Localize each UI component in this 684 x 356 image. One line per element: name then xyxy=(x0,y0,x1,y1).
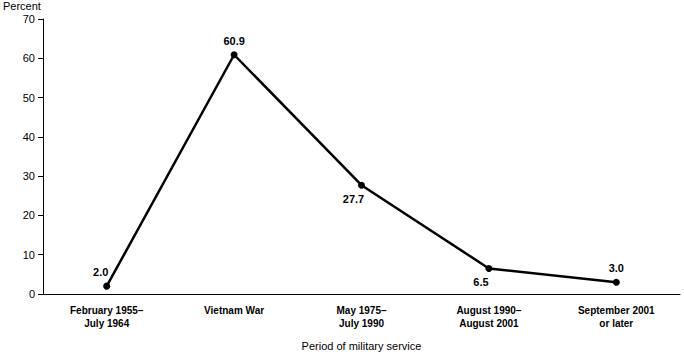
svg-text:September 2001: September 2001 xyxy=(578,305,655,316)
svg-text:February 1955–: February 1955– xyxy=(70,305,144,316)
svg-text:2.0: 2.0 xyxy=(93,266,108,278)
svg-text:20: 20 xyxy=(23,209,35,221)
svg-text:July 1990: July 1990 xyxy=(339,318,384,329)
svg-text:May 1975–: May 1975– xyxy=(336,305,386,316)
svg-text:50: 50 xyxy=(23,92,35,104)
svg-text:3.0: 3.0 xyxy=(609,262,624,274)
svg-text:70: 70 xyxy=(23,13,35,25)
svg-text:Period of military service: Period of military service xyxy=(302,340,422,352)
svg-text:10: 10 xyxy=(23,249,35,261)
svg-text:40: 40 xyxy=(23,131,35,143)
svg-text:6.5: 6.5 xyxy=(473,276,488,288)
svg-text:August 1990–: August 1990– xyxy=(456,305,521,316)
svg-text:27.7: 27.7 xyxy=(343,193,364,205)
svg-text:August 2001: August 2001 xyxy=(459,318,519,329)
svg-text:Percent: Percent xyxy=(3,0,41,12)
svg-text:0: 0 xyxy=(29,288,35,300)
svg-text:July 1964: July 1964 xyxy=(84,318,129,329)
svg-text:Vietnam War: Vietnam War xyxy=(204,305,264,316)
svg-text:60.9: 60.9 xyxy=(223,35,244,47)
svg-text:30: 30 xyxy=(23,170,35,182)
svg-text:60: 60 xyxy=(23,52,35,64)
svg-text:or later: or later xyxy=(599,318,633,329)
